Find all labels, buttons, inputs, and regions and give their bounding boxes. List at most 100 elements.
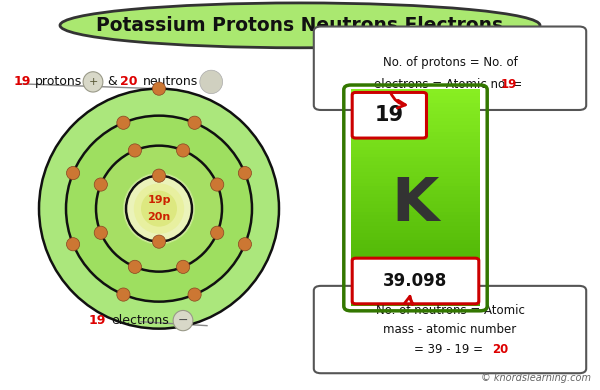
Bar [351,103,480,108]
Ellipse shape [96,145,222,272]
Text: © knordslearning.com: © knordslearning.com [481,373,591,383]
Bar [351,176,480,180]
Ellipse shape [152,235,166,248]
Bar [351,244,480,248]
Bar [351,179,480,184]
Bar [351,183,480,187]
Ellipse shape [94,226,107,239]
Bar [351,129,480,133]
Bar [351,284,480,288]
Bar [351,259,480,263]
Text: 19: 19 [13,75,31,89]
Bar [351,248,480,252]
Ellipse shape [124,174,194,243]
Ellipse shape [211,178,224,191]
Text: = 39 - 19 =: = 39 - 19 = [413,342,487,356]
Ellipse shape [134,183,184,234]
Ellipse shape [123,173,195,245]
Ellipse shape [141,191,177,227]
Text: +: + [88,77,98,87]
Ellipse shape [128,144,142,157]
Ellipse shape [238,238,251,251]
Text: 19: 19 [375,105,404,125]
Bar [351,150,480,154]
Ellipse shape [83,72,103,92]
Ellipse shape [200,70,223,94]
Ellipse shape [188,116,201,129]
Bar [351,158,480,162]
Ellipse shape [211,226,224,239]
Text: 19: 19 [500,78,517,91]
Bar [351,219,480,223]
Bar [351,273,480,277]
Bar [351,118,480,122]
Text: Potassium Protons Neutrons Electrons: Potassium Protons Neutrons Electrons [97,16,503,35]
Bar [351,92,480,97]
Text: K: K [392,175,439,234]
Text: −: − [178,314,188,327]
Ellipse shape [117,116,130,129]
Bar [351,154,480,158]
Ellipse shape [173,310,193,331]
FancyBboxPatch shape [352,92,427,138]
Bar [351,197,480,202]
Bar [351,107,480,112]
Bar [351,168,480,173]
Bar [351,215,480,220]
Text: 20: 20 [491,342,508,356]
Bar [351,147,480,151]
Bar [351,240,480,245]
Bar [351,230,480,234]
Bar [351,201,480,205]
Text: 19: 19 [89,314,106,327]
Bar [351,114,480,119]
Bar [351,287,480,292]
Text: protons: protons [35,75,82,89]
Text: 20: 20 [120,75,137,89]
Bar [351,266,480,270]
Text: electrons = Atomic no. =: electrons = Atomic no. = [374,78,526,91]
Bar [351,233,480,238]
Bar [351,255,480,259]
FancyBboxPatch shape [314,286,586,373]
FancyBboxPatch shape [314,27,586,110]
Ellipse shape [117,288,130,301]
Bar [351,193,480,198]
Bar [351,291,480,295]
Bar [351,280,480,285]
Text: electrons: electrons [111,314,169,327]
Bar [351,222,480,227]
Ellipse shape [67,238,80,251]
Text: mass - atomic number: mass - atomic number [383,323,517,336]
Bar [351,136,480,140]
Bar [351,269,480,274]
Ellipse shape [128,260,142,273]
Ellipse shape [176,144,190,157]
Ellipse shape [188,288,201,301]
Bar [351,161,480,165]
Text: &: & [107,75,116,89]
Bar [351,143,480,147]
Ellipse shape [39,89,279,329]
Text: No. of protons = No. of: No. of protons = No. of [383,56,517,69]
Bar [351,262,480,266]
Bar [351,172,480,176]
Bar [351,100,480,104]
Bar [351,208,480,212]
Bar [351,237,480,241]
Text: No. of neutrons = Atomic: No. of neutrons = Atomic [376,303,524,317]
Bar [351,190,480,194]
Bar [351,125,480,129]
Text: neutrons: neutrons [143,75,198,89]
Bar [351,302,480,306]
Bar [351,111,480,115]
Bar [351,186,480,191]
Bar [351,298,480,303]
Ellipse shape [66,116,252,301]
Ellipse shape [152,169,166,182]
Ellipse shape [67,167,80,180]
Bar [351,96,480,101]
Bar [351,251,480,256]
Bar [351,211,480,216]
Bar [351,204,480,209]
